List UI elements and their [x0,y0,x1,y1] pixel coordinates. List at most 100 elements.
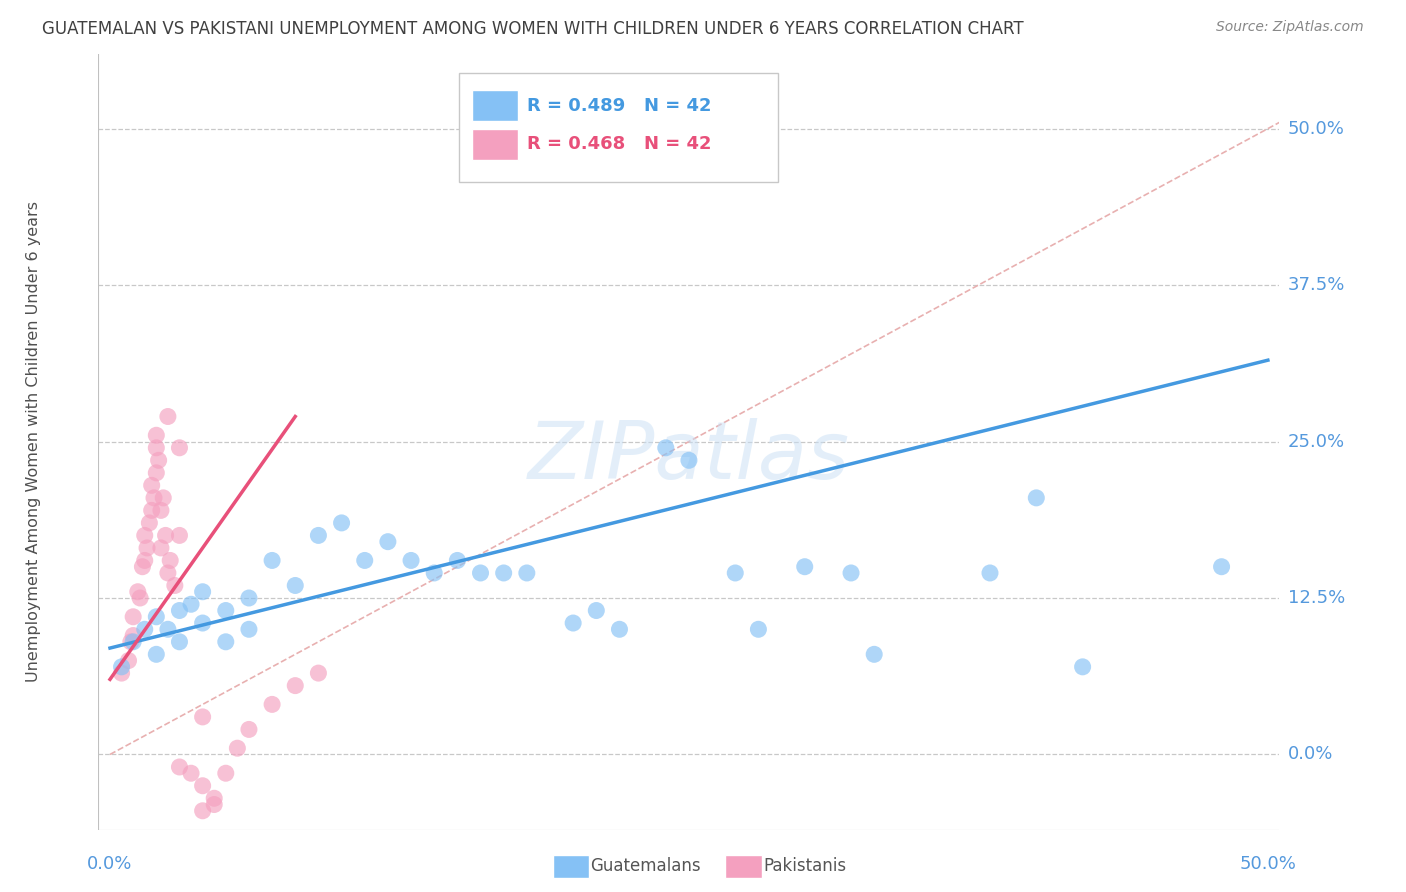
Point [155,528,177,542]
Point [156,566,179,580]
Point [377,534,399,549]
Point [238,591,260,605]
Point [122,635,145,649]
Point [446,553,468,567]
Point [1211,559,1233,574]
Point [423,566,446,580]
Point [191,804,214,818]
Point [191,615,214,630]
Point [122,609,145,624]
Point [215,635,238,649]
Text: GUATEMALAN VS PAKISTANI UNEMPLOYMENT AMONG WOMEN WITH CHILDREN UNDER 6 YEARS COR: GUATEMALAN VS PAKISTANI UNEMPLOYMENT AMO… [42,20,1024,37]
Point [202,797,225,812]
Point [284,578,307,592]
Text: 50.0%: 50.0% [1240,855,1296,872]
Point [262,698,284,712]
Point [169,441,191,455]
Point [215,603,238,617]
Point [307,528,329,542]
Point [678,453,700,467]
Point [145,648,167,662]
Point [145,609,167,624]
Point [169,603,191,617]
Point [1071,660,1094,674]
Point [149,541,172,555]
Point [159,553,181,567]
Point [138,516,160,530]
Point [163,578,186,592]
Point [131,559,153,574]
Point [1025,491,1047,505]
Point [191,584,214,599]
Text: Guatemalans: Guatemalans [591,857,702,875]
Point [145,466,167,480]
Point [127,584,149,599]
Point [330,516,353,530]
Point [110,666,132,681]
Point [134,622,156,636]
Point [724,566,747,580]
Point [609,622,631,636]
FancyBboxPatch shape [458,73,778,182]
Point [145,428,167,442]
Point [492,566,515,580]
Point [136,541,159,555]
Text: Source: ZipAtlas.com: Source: ZipAtlas.com [1216,20,1364,34]
Text: ZIPatlas: ZIPatlas [527,418,851,496]
Point [110,660,132,674]
Point [470,566,492,580]
Point [399,553,422,567]
Point [191,710,214,724]
Point [191,779,214,793]
Text: R = 0.468   N = 42: R = 0.468 N = 42 [527,136,711,153]
Point [585,603,607,617]
Point [169,635,191,649]
Point [141,478,163,492]
Point [156,409,179,424]
Text: 0.0%: 0.0% [1288,746,1333,764]
Point [516,566,538,580]
Point [169,760,191,774]
Point [226,741,249,756]
Point [238,723,260,737]
Point [117,654,139,668]
Point [215,766,238,780]
Point [134,528,156,542]
Point [793,559,815,574]
Text: R = 0.489   N = 42: R = 0.489 N = 42 [527,96,711,114]
Text: 25.0%: 25.0% [1288,433,1346,450]
FancyBboxPatch shape [471,128,517,160]
Point [284,679,307,693]
Text: 0.0%: 0.0% [87,855,132,872]
Point [129,591,152,605]
Point [839,566,862,580]
Point [979,566,1001,580]
Point [149,503,172,517]
Text: Pakistanis: Pakistanis [763,857,846,875]
Text: 50.0%: 50.0% [1288,120,1344,137]
Point [202,791,225,805]
Point [863,648,886,662]
Point [180,766,202,780]
Point [120,635,142,649]
Text: 12.5%: 12.5% [1288,589,1346,607]
Point [262,553,284,567]
Point [141,503,163,517]
Point [143,491,166,505]
Point [134,553,156,567]
Text: 37.5%: 37.5% [1288,277,1346,294]
Point [353,553,375,567]
Point [307,666,329,681]
Point [562,615,585,630]
Point [169,528,191,542]
Point [148,453,170,467]
Point [655,441,678,455]
Text: Unemployment Among Women with Children Under 6 years: Unemployment Among Women with Children U… [25,201,41,682]
Point [156,622,179,636]
FancyBboxPatch shape [471,90,517,121]
Point [152,491,174,505]
Point [145,441,167,455]
Point [747,622,769,636]
Point [238,622,260,636]
Point [122,628,145,642]
